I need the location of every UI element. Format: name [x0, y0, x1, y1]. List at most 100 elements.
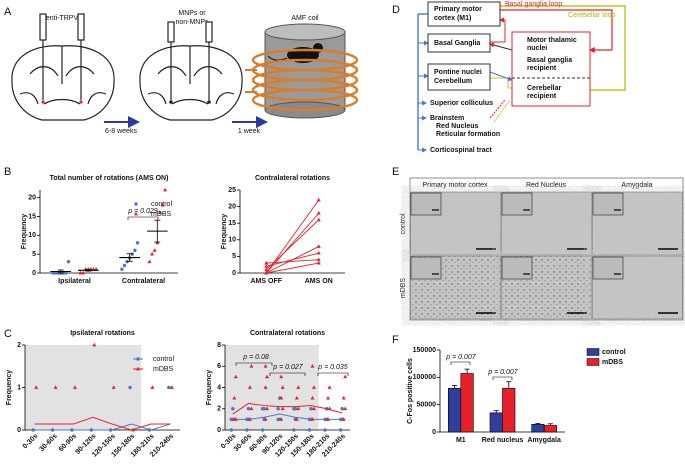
triangle-marker: [160, 202, 165, 207]
shaded-region: [25, 345, 142, 430]
legend-label: control: [151, 201, 172, 208]
triangle-marker: [134, 211, 138, 216]
y-tick-label: 20: [28, 194, 36, 201]
interval-label: 1 week: [238, 128, 261, 135]
shaded-region: [225, 345, 319, 430]
panel-label: D: [392, 4, 400, 16]
circle-marker: [323, 428, 327, 432]
y-axis-label: Frequency: [6, 370, 13, 406]
y-tick-label: 15: [28, 213, 36, 220]
output-label: Superior colliculus: [430, 100, 493, 107]
y-tick-label: 8: [217, 342, 221, 349]
triangle-marker: [311, 406, 316, 411]
x-tick-label: 0-30s: [22, 433, 40, 451]
bar: [460, 373, 474, 433]
node-line: cortex (M1): [434, 15, 471, 22]
triangle-marker: [247, 385, 252, 389]
significance-bracket: [235, 362, 273, 366]
triangle-marker: [316, 211, 321, 215]
triangle-marker: [316, 197, 321, 202]
triangle-marker: [265, 374, 270, 379]
diagram-node: Basal ganglia recipient: [527, 57, 572, 72]
y-tick-label: 20: [228, 203, 236, 210]
inset: [410, 192, 442, 216]
triangle-marker: [152, 248, 157, 252]
triangle-marker: [53, 385, 58, 389]
annotation: p = 0.027: [272, 364, 303, 371]
circle-marker: [231, 407, 235, 411]
output-label: Reticular formation: [436, 131, 500, 138]
chart-title: Contralateral rotations: [250, 330, 325, 337]
circle-marker: [120, 267, 124, 271]
triangle-marker: [294, 395, 299, 400]
y-tick-label: 0: [32, 270, 36, 277]
output-label: Corticospinal tract: [430, 147, 493, 154]
node-line: Motor thalamic: [527, 37, 577, 44]
y-tick-label: 4: [217, 384, 221, 391]
node-line: Cerebellum: [434, 78, 472, 85]
triangle-marker: [91, 267, 96, 271]
triangle-marker: [264, 270, 269, 275]
y-tick-label: 50000: [417, 402, 437, 409]
mean-line: [34, 416, 171, 431]
column-label: Amygdala: [621, 182, 652, 189]
legend-label: mDBS: [602, 359, 623, 366]
y-tick-label: 15: [228, 220, 236, 227]
triangle-marker: [316, 257, 321, 262]
triangle-marker: [279, 395, 284, 400]
circle-marker: [338, 428, 343, 432]
legend-swatch: [586, 358, 600, 366]
y-axis-label: Frequency: [221, 214, 228, 250]
chart-title: Contralateral rotations: [255, 175, 330, 182]
triangle-marker: [233, 374, 238, 379]
step-label-line: non-MNPs: [175, 19, 209, 26]
y-tick-label: 5: [32, 251, 36, 258]
triangle-marker: [150, 251, 155, 256]
annotation: p = 0.035: [317, 364, 347, 371]
triangle-marker: [233, 417, 238, 421]
triangle-marker: [111, 385, 116, 389]
triangle-marker: [265, 406, 270, 411]
y-axis-label: C-Fos positive cells: [407, 358, 414, 424]
x-tick-label: Ipsilateral: [58, 278, 91, 285]
circle-marker: [262, 407, 266, 411]
x-tick-label: AMS ON: [305, 278, 333, 285]
triangle-marker: [147, 259, 152, 264]
y-tick-label: 0: [232, 270, 236, 277]
output-label: Red Nucleus: [436, 123, 479, 130]
circle-marker: [309, 407, 313, 411]
triangle-marker: [263, 364, 268, 368]
inset: [592, 192, 624, 216]
triangle-marker: [157, 210, 162, 215]
circle-marker: [245, 428, 249, 432]
brain-section: [11, 13, 115, 121]
panel-e: Primary motor cortex Red Nucleus Amygdal…: [400, 177, 684, 321]
circle-marker: [260, 428, 265, 432]
triangle-marker: [92, 342, 97, 347]
y-tick-label: 1: [17, 384, 21, 391]
circle-marker: [136, 357, 140, 361]
step-label: MNPs or non-MNPs: [175, 10, 209, 26]
inset: [501, 192, 533, 216]
coil-illustration: [245, 23, 359, 119]
diagram-node: Basal Ganglia: [434, 40, 480, 47]
triangle-marker: [311, 385, 316, 389]
annotation: p = 0.007: [445, 354, 476, 361]
x-tick-label: Red nucleus: [482, 437, 524, 444]
mean-line: [34, 423, 171, 431]
y-axis-label: Frequency: [206, 370, 213, 406]
y-tick-label: 6: [217, 363, 221, 370]
circle-marker: [135, 241, 140, 245]
inset: [592, 256, 624, 280]
column-label: Primary motor cortex: [423, 182, 488, 189]
bar: [448, 387, 462, 433]
subject-line: [266, 252, 319, 267]
diagram-node: Cerebellar recipient: [527, 85, 562, 100]
node-line: recipient: [527, 93, 557, 100]
output-label: Brainstem: [430, 115, 464, 122]
y-tick-label: 0: [432, 429, 436, 436]
circle-marker: [307, 428, 312, 432]
subject-line: [265, 219, 320, 271]
panel-label: B: [4, 166, 11, 178]
